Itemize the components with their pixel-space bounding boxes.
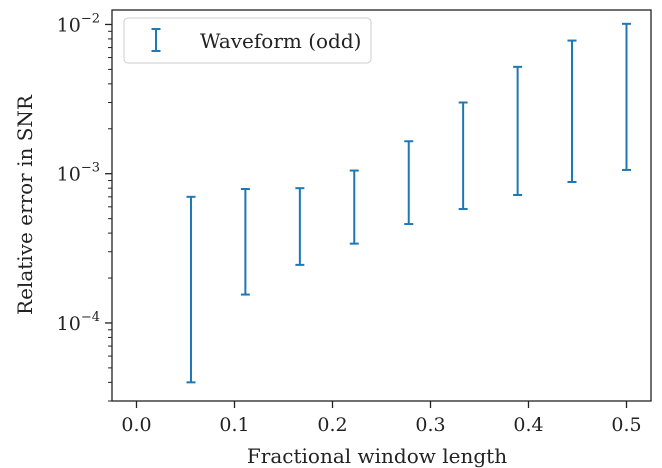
errorbar-series <box>186 22 631 384</box>
errorbar-4 <box>349 169 359 245</box>
x-tick-label: 0.0 <box>121 414 151 436</box>
y-tick-label: 10−2 <box>57 11 100 36</box>
y-axis-label: Relative error in SNR <box>13 94 37 315</box>
errorbar-5 <box>404 140 414 226</box>
errorbar-3 <box>295 187 305 266</box>
errorbar-9 <box>622 22 631 171</box>
errorbar-6 <box>458 101 468 211</box>
errorbar-1 <box>186 195 196 384</box>
x-tick-label: 0.2 <box>317 414 347 436</box>
legend-label: Waveform (odd) <box>200 29 361 53</box>
y-tick-label: 10−3 <box>57 161 100 186</box>
x-axis-label: Fractional window length <box>247 444 507 468</box>
legend-frame <box>123 17 372 64</box>
plot-area <box>111 9 652 402</box>
errorbar-2 <box>240 187 250 296</box>
errorbar-7 <box>513 65 523 197</box>
y-tick-label: 10−4 <box>57 310 100 335</box>
x-tick-label: 0.1 <box>219 414 249 436</box>
x-tick-label: 0.4 <box>513 414 543 436</box>
legend-errorbar-marker <box>151 28 161 52</box>
x-axis-ticks: 0.0 0.1 0.2 0.3 0.4 0.5 <box>121 401 642 436</box>
x-tick-label: 0.3 <box>415 414 445 436</box>
x-tick-label: 0.5 <box>611 414 641 436</box>
legend: Waveform (odd) <box>123 17 372 64</box>
errorbar-8 <box>567 39 577 183</box>
y-axis-ticks: 10−4 10−3 10−2 <box>57 11 112 402</box>
